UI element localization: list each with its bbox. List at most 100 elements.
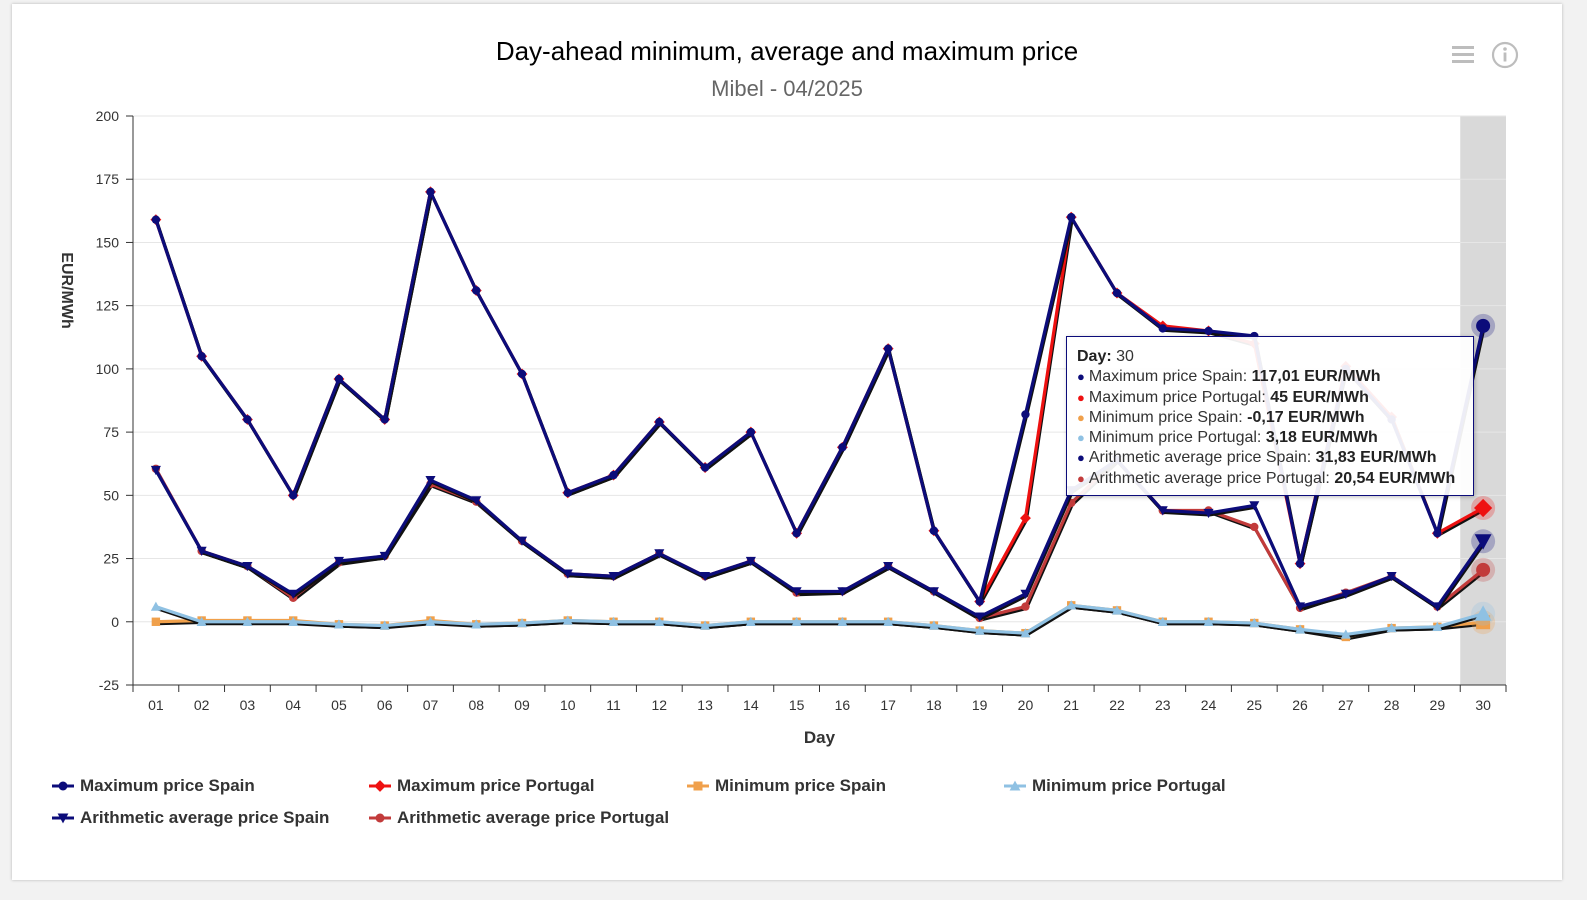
data-point[interactable] — [1203, 616, 1214, 626]
data-point[interactable] — [563, 488, 572, 498]
data-point[interactable] — [1021, 410, 1030, 419]
data-point[interactable] — [196, 616, 207, 626]
data-point[interactable] — [700, 572, 711, 582]
data-point[interactable] — [1386, 623, 1397, 633]
data-point[interactable] — [196, 546, 207, 557]
data-point[interactable] — [425, 475, 436, 486]
data-point[interactable] — [1474, 534, 1492, 550]
data-point[interactable] — [1340, 589, 1351, 599]
data-point[interactable] — [745, 556, 756, 567]
data-point[interactable] — [379, 551, 390, 562]
data-point[interactable] — [471, 619, 482, 629]
data-point[interactable] — [426, 187, 435, 197]
data-point[interactable] — [975, 597, 984, 606]
data-point[interactable] — [1432, 602, 1443, 612]
data-point[interactable] — [792, 529, 801, 538]
data-point[interactable] — [1432, 621, 1443, 632]
legend-marker[interactable] — [57, 813, 69, 824]
legend-marker[interactable] — [374, 780, 386, 792]
data-point[interactable] — [837, 616, 848, 626]
data-point[interactable] — [151, 617, 161, 626]
legend-marker[interactable] — [58, 781, 68, 791]
data-point[interactable] — [1386, 572, 1397, 582]
data-point[interactable] — [242, 561, 253, 572]
data-point[interactable] — [928, 587, 939, 597]
data-point[interactable] — [609, 470, 618, 480]
data-point[interactable] — [425, 616, 436, 626]
data-point[interactable] — [1474, 498, 1493, 518]
data-point[interactable] — [288, 589, 299, 599]
data-point[interactable] — [243, 415, 252, 424]
data-point[interactable] — [517, 369, 527, 379]
data-point[interactable] — [1295, 602, 1306, 612]
data-point[interactable] — [1019, 512, 1031, 524]
info-icon[interactable] — [1490, 40, 1520, 70]
data-point[interactable] — [1111, 605, 1123, 615]
data-point[interactable] — [197, 352, 206, 361]
data-point[interactable] — [1067, 212, 1076, 222]
data-point[interactable] — [791, 587, 802, 597]
legend-item[interactable]: Maximum price Portugal — [369, 776, 594, 796]
data-point[interactable] — [745, 616, 756, 626]
data-point[interactable] — [883, 344, 893, 353]
data-point[interactable] — [608, 572, 619, 582]
legend-item[interactable]: Maximum price Spain — [52, 776, 255, 796]
data-point[interactable] — [654, 549, 665, 559]
data-point[interactable] — [242, 616, 253, 626]
data-point[interactable] — [288, 616, 299, 626]
data-point[interactable] — [974, 625, 985, 635]
data-point[interactable] — [150, 601, 161, 611]
hamburger-menu-icon[interactable] — [1448, 40, 1478, 70]
data-point[interactable] — [1476, 562, 1491, 577]
data-point[interactable] — [1474, 605, 1492, 621]
data-point[interactable] — [928, 620, 939, 630]
data-point[interactable] — [700, 463, 710, 472]
data-point[interactable] — [1204, 326, 1213, 336]
legend-marker[interactable] — [375, 813, 385, 823]
data-point[interactable] — [883, 561, 894, 572]
data-point[interactable] — [1295, 559, 1305, 568]
legend-item[interactable]: Arithmetic average price Portugal — [369, 808, 669, 828]
data-point[interactable] — [883, 616, 894, 626]
data-point[interactable] — [151, 215, 161, 224]
data-point[interactable] — [1295, 624, 1306, 634]
data-point[interactable] — [1021, 602, 1030, 611]
data-point[interactable] — [379, 620, 390, 630]
data-point[interactable] — [562, 569, 573, 579]
data-point[interactable] — [1066, 600, 1077, 610]
data-point[interactable] — [837, 587, 848, 597]
data-point[interactable] — [288, 491, 298, 500]
data-point[interactable] — [1250, 522, 1259, 532]
data-point[interactable] — [1249, 618, 1260, 628]
data-point[interactable] — [380, 415, 389, 424]
legend-item[interactable]: Minimum price Spain — [687, 776, 886, 796]
data-point[interactable] — [791, 616, 802, 626]
data-point[interactable] — [1157, 506, 1168, 516]
data-point[interactable] — [929, 526, 939, 535]
data-point[interactable] — [471, 496, 482, 506]
data-point[interactable] — [700, 620, 711, 630]
legend-item[interactable]: Minimum price Portugal — [1004, 776, 1226, 796]
data-point[interactable] — [516, 618, 528, 628]
data-point[interactable] — [1020, 628, 1031, 638]
data-point[interactable] — [472, 286, 481, 295]
legend-marker[interactable] — [693, 781, 703, 791]
data-point[interactable] — [654, 616, 665, 626]
data-point[interactable] — [333, 556, 344, 567]
data-point[interactable] — [1112, 288, 1122, 298]
data-point[interactable] — [334, 374, 344, 384]
data-point[interactable] — [655, 417, 664, 427]
data-point[interactable] — [1433, 529, 1442, 538]
legend-item[interactable]: Arithmetic average price Spain — [52, 808, 329, 828]
data-point[interactable] — [150, 465, 161, 476]
legend-marker[interactable] — [1009, 780, 1021, 791]
data-point[interactable] — [838, 443, 847, 452]
data-point[interactable] — [1476, 318, 1491, 333]
data-point[interactable] — [333, 619, 344, 629]
data-point[interactable] — [562, 615, 573, 625]
data-point[interactable] — [1157, 616, 1168, 626]
data-point[interactable] — [1203, 508, 1214, 519]
data-point[interactable] — [1158, 324, 1167, 333]
data-point[interactable] — [974, 612, 985, 622]
data-point[interactable] — [1340, 629, 1351, 639]
